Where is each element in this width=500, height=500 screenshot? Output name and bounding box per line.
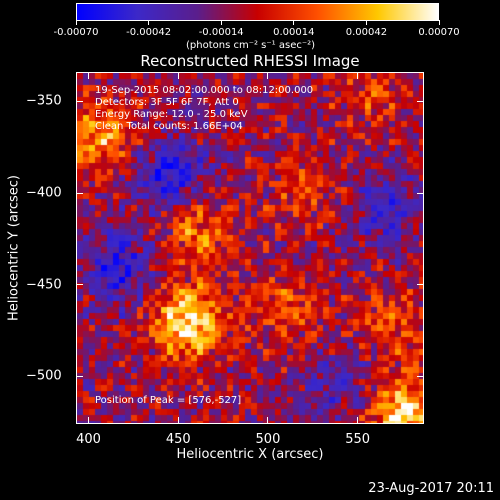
y-axis-label: Heliocentric Y (arcsec) [6, 175, 22, 321]
y-tick-label: −400 [26, 185, 62, 201]
colorbar-tick-label: -0.00070 [53, 27, 99, 38]
observation-time: 19-Sep-2015 08:02:00.000 to 08:12:00.000 [95, 85, 314, 96]
clean-total-counts: Clean Total counts: 1.66E+04 [95, 121, 243, 132]
y-tick [417, 284, 424, 286]
energy-range: Energy Range: 12.0 - 25.0 keV [95, 109, 248, 120]
colorbar-tick [148, 20, 150, 25]
x-tick-label: 550 [345, 432, 371, 447]
y-tick [76, 375, 83, 377]
x-tick-label: 400 [76, 432, 101, 447]
y-tick [417, 192, 424, 194]
colorbar-tick-label: 0.00042 [345, 27, 388, 38]
y-tick-label: −450 [26, 277, 62, 293]
colorbar-tick-label: 0.00014 [273, 27, 315, 38]
colorbar-tick [75, 20, 77, 25]
colorbar-tick-label: 0.00070 [418, 27, 460, 38]
x-tick [267, 72, 269, 79]
colorbar-tick [438, 20, 440, 25]
colorbar-tick-label: -0.00014 [198, 27, 244, 38]
colorbar-unit: (photons cm⁻² s⁻¹ asec⁻²) [186, 40, 316, 51]
x-tick-label: 500 [255, 432, 281, 447]
x-tick [177, 417, 179, 424]
heatmap-image [77, 73, 423, 423]
x-tick-label: 450 [165, 432, 191, 447]
x-axis-label: Heliocentric X (arcsec) [176, 447, 324, 462]
peak-position-label: Position of Peak = [576,-527] [95, 395, 242, 406]
x-tick [357, 72, 359, 79]
y-tick-label: −500 [26, 368, 62, 384]
chart-title: Reconstructed RHESSI Image [140, 52, 360, 70]
y-tick [76, 192, 83, 194]
x-tick [88, 417, 90, 424]
timestamp: 23-Aug-2017 20:11 [368, 481, 494, 496]
y-tick [417, 375, 424, 377]
plot-area: 19-Sep-2015 08:02:00.000 to 08:12:00.000… [76, 72, 424, 424]
y-tick [76, 100, 83, 102]
colorbar-tick-label: -0.00042 [126, 27, 172, 38]
x-tick [267, 417, 269, 424]
x-tick [357, 417, 359, 424]
y-tick [417, 100, 424, 102]
colorbar-tick [365, 20, 367, 25]
colorbar [76, 3, 439, 21]
detectors-info: Detectors: 3F 5F 6F 7F, Att 0 [95, 97, 239, 108]
x-tick [177, 72, 179, 79]
colorbar-tick [293, 20, 295, 25]
colorbar-tick [220, 20, 222, 25]
y-tick [76, 284, 83, 286]
x-tick [88, 72, 90, 79]
y-tick-label: −350 [26, 93, 62, 109]
